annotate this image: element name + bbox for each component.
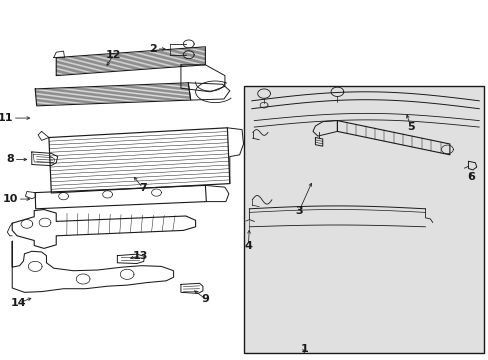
Text: 13: 13 bbox=[132, 251, 148, 261]
Text: 3: 3 bbox=[295, 206, 303, 216]
Text: 14: 14 bbox=[11, 298, 26, 308]
Text: 8: 8 bbox=[6, 154, 14, 165]
Text: 6: 6 bbox=[466, 172, 474, 182]
Text: 7: 7 bbox=[139, 183, 146, 193]
Text: 12: 12 bbox=[105, 50, 121, 60]
Text: 2: 2 bbox=[148, 44, 156, 54]
Text: 4: 4 bbox=[244, 240, 252, 251]
Text: 5: 5 bbox=[406, 122, 414, 132]
Text: 1: 1 bbox=[300, 344, 307, 354]
Bar bbox=[244, 86, 483, 353]
Text: 11: 11 bbox=[0, 113, 13, 123]
Text: 10: 10 bbox=[2, 194, 18, 204]
Text: 9: 9 bbox=[201, 294, 209, 304]
